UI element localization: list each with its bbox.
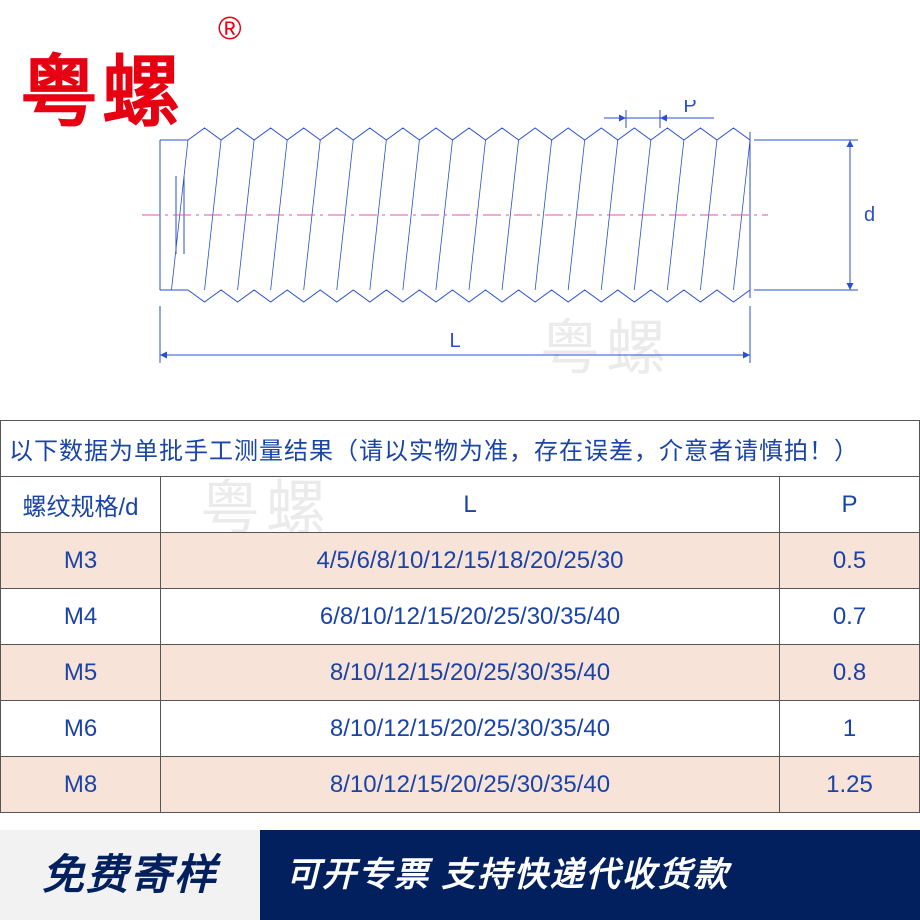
col-header-L: L — [161, 477, 780, 533]
cell-L: 8/10/12/15/20/25/30/35/40 — [161, 701, 780, 757]
screw-diagram: Ld P — [130, 100, 890, 400]
col-header-P: P — [780, 477, 920, 533]
cell-L: 6/8/10/12/15/20/25/30/35/40 — [161, 589, 780, 645]
cell-L: 8/10/12/15/20/25/30/35/40 — [161, 757, 780, 813]
cell-P: 1.25 — [780, 757, 920, 813]
table-row: M46/8/10/12/15/20/25/30/35/400.7 — [1, 589, 920, 645]
svg-text:L: L — [449, 330, 460, 352]
cell-P: 0.8 — [780, 645, 920, 701]
table-row: M58/10/12/15/20/25/30/35/400.8 — [1, 645, 920, 701]
cell-P: 0.7 — [780, 589, 920, 645]
cell-L: 8/10/12/15/20/25/30/35/40 — [161, 645, 780, 701]
cell-spec: M3 — [1, 533, 161, 589]
spec-table-wrap: 以下数据为单批手工测量结果（请以实物为准，存在误差，介意者请慎拍！） 螺纹规格/… — [0, 420, 920, 813]
footer-banner: 免费寄样 可开专票 支持快递代收货款 — [0, 830, 920, 920]
cell-L: 4/5/6/8/10/12/15/18/20/25/30 — [161, 533, 780, 589]
diagram-svg: Ld P — [130, 100, 890, 400]
cell-spec: M8 — [1, 757, 161, 813]
col-header-d: 螺纹规格/d — [1, 477, 161, 533]
footer-right: 可开专票 支持快递代收货款 — [260, 830, 920, 920]
footer-left: 免费寄样 — [0, 830, 260, 920]
cell-P: 1 — [780, 701, 920, 757]
table-row: M68/10/12/15/20/25/30/35/401 — [1, 701, 920, 757]
cell-spec: M5 — [1, 645, 161, 701]
table-notice: 以下数据为单批手工测量结果（请以实物为准，存在误差，介意者请慎拍！） — [0, 420, 920, 476]
cell-P: 0.5 — [780, 533, 920, 589]
cell-spec: M4 — [1, 589, 161, 645]
table-row: M34/5/6/8/10/12/15/18/20/25/300.5 — [1, 533, 920, 589]
svg-text:P: P — [683, 100, 696, 117]
table-header-row: 螺纹规格/d L P — [1, 477, 920, 533]
svg-text:d: d — [864, 204, 875, 226]
registered-mark: ® — [218, 10, 242, 47]
cell-spec: M6 — [1, 701, 161, 757]
table-row: M88/10/12/15/20/25/30/35/401.25 — [1, 757, 920, 813]
spec-table: 螺纹规格/d L P M34/5/6/8/10/12/15/18/20/25/3… — [0, 476, 920, 813]
